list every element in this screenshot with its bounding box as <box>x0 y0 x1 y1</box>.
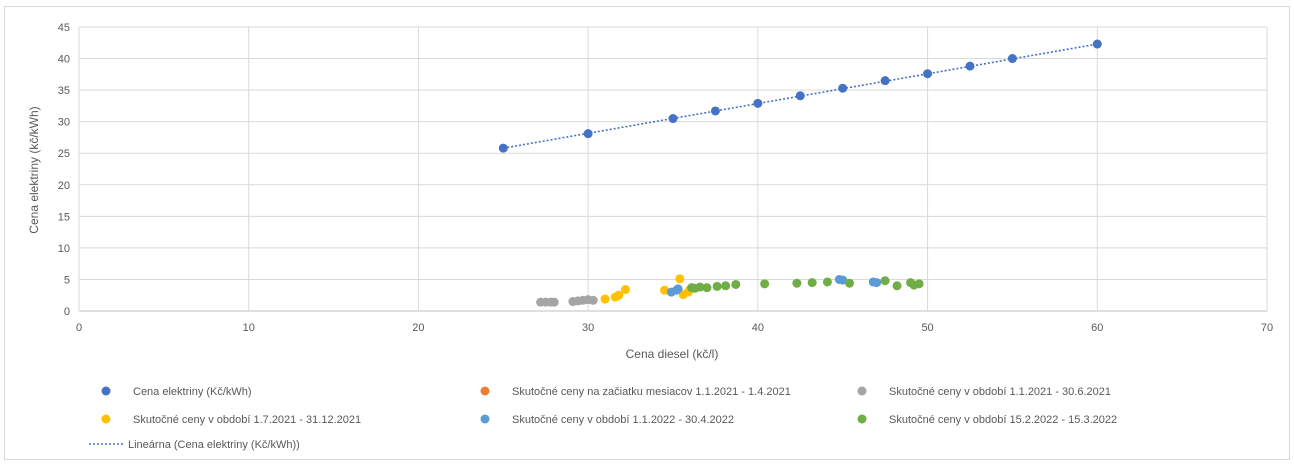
data-point-series-3 <box>614 290 624 300</box>
data-point-series-0 <box>923 69 933 79</box>
data-point-series-0 <box>880 76 890 86</box>
data-point-series-4 <box>838 275 848 285</box>
legend-item: Skutočné ceny v období 15.2.2022 - 15.3.… <box>857 414 1117 426</box>
data-point-series-0 <box>1007 54 1017 64</box>
data-point-series-5 <box>880 276 890 286</box>
data-point-series-5 <box>760 279 770 289</box>
y-tick-label: 35 <box>58 85 70 97</box>
x-tick-label: 50 <box>921 322 933 334</box>
data-point-series-0 <box>965 61 975 71</box>
y-axis-title: Cena elektriny (kč/kWh) <box>27 106 41 233</box>
data-point-series-3 <box>660 285 670 295</box>
data-point-series-0 <box>668 114 678 124</box>
legend-label: Skutočné ceny v období 15.2.2022 - 15.3.… <box>889 414 1117 426</box>
legend-item: Skutočné ceny v období 1.7.2021 - 31.12.… <box>101 414 361 426</box>
data-point-series-5 <box>721 281 731 291</box>
data-point-series-0 <box>753 98 763 108</box>
data-point-series-0 <box>1092 39 1102 49</box>
chart-frame: 0 5 10 15 20 25 30 35 40 45 0 10 20 30 40 50 60 70 Cena … <box>4 6 1290 460</box>
data-point-series-5 <box>695 282 705 292</box>
data-point-series-5 <box>845 278 855 288</box>
data-point-series-5 <box>822 277 832 287</box>
data-point-series-3 <box>620 285 630 295</box>
y-tick-label: 15 <box>58 211 70 223</box>
data-point-series-5 <box>731 279 741 289</box>
data-point-series-0 <box>795 91 805 101</box>
data-point-series-0 <box>498 143 508 153</box>
y-tick-label: 20 <box>58 180 70 192</box>
y-tick-label: 30 <box>58 117 70 129</box>
legend-item: Skutočné ceny v období 1.1.2022 - 30.4.2… <box>480 414 734 426</box>
legend-label: Skutočné ceny v období 1.1.2022 - 30.4.2… <box>512 414 734 426</box>
data-point-series-0 <box>710 106 720 116</box>
legend-marker-obdobie-feb-mar-2022 <box>857 414 867 424</box>
data-point-series-5 <box>712 281 722 291</box>
y-tick-label: 25 <box>58 148 70 160</box>
legend-marker-obdobie-2021-h1 <box>857 386 867 396</box>
legend-marker-obdobie-2021-h2 <box>101 414 111 424</box>
scatter-chart: 0 5 10 15 20 25 30 35 40 45 0 10 20 30 40 50 60 70 Cena … <box>27 22 1273 451</box>
legend-item: Skutočné ceny na začiatku mesiacov 1.1.2… <box>480 386 791 398</box>
legend-item: Lineárna (Cena elektriny (Kč/kWh)) <box>89 439 300 451</box>
x-tick-label: 60 <box>1091 322 1103 334</box>
y-tick-label: 10 <box>58 243 70 255</box>
legend-label: Skutočné ceny v období 1.1.2021 - 30.6.2… <box>889 386 1111 398</box>
data-point-series-4 <box>872 278 882 288</box>
legend-label: Lineárna (Cena elektriny (Kč/kWh)) <box>128 439 300 451</box>
y-tick-label: 0 <box>64 306 70 318</box>
y-tick-label: 5 <box>64 274 70 286</box>
data-point-series-4 <box>673 284 683 294</box>
data-point-series-2 <box>549 297 559 307</box>
data-point-series-5 <box>702 283 712 293</box>
x-axis-title: Cena diesel (kč/l) <box>626 347 719 361</box>
legend-label: Skutočné ceny na začiatku mesiacov 1.1.2… <box>512 386 791 398</box>
x-tick-labels: 0 10 20 30 40 50 60 70 <box>76 322 1273 334</box>
gridlines <box>78 26 1268 312</box>
legend-item: Cena elektriny (Kč/kWh) <box>101 386 252 398</box>
legend-label: Cena elektriny (Kč/kWh) <box>133 386 252 398</box>
data-point-series-0 <box>838 83 848 93</box>
y-tick-label: 45 <box>58 22 70 34</box>
x-tick-label: 10 <box>243 322 255 334</box>
legend-marker-zaciatok-mesiacov <box>480 386 490 396</box>
x-tick-label: 70 <box>1261 322 1273 334</box>
data-point-series-0 <box>583 129 593 139</box>
x-tick-label: 0 <box>76 322 82 334</box>
y-tick-labels: 0 5 10 15 20 25 30 35 40 45 <box>58 22 70 318</box>
legend: Cena elektriny (Kč/kWh) Skutočné ceny na… <box>89 386 1117 451</box>
data-point-series-5 <box>792 278 802 288</box>
data-points <box>498 39 1102 307</box>
x-tick-label: 40 <box>752 322 764 334</box>
data-point-series-5 <box>892 281 902 291</box>
x-tick-label: 30 <box>582 322 594 334</box>
data-point-series-3 <box>675 274 685 284</box>
x-tick-label: 20 <box>412 322 424 334</box>
legend-label: Skutočné ceny v období 1.7.2021 - 31.12.… <box>133 414 361 426</box>
data-point-series-5 <box>807 278 817 288</box>
data-point-series-3 <box>600 294 610 304</box>
legend-marker-cena-elektriny <box>101 386 111 396</box>
data-point-series-2 <box>588 295 598 305</box>
legend-marker-obdobie-2022 <box>480 414 490 424</box>
data-point-series-5 <box>914 279 924 289</box>
y-tick-label: 40 <box>58 54 70 66</box>
legend-item: Skutočné ceny v období 1.1.2021 - 30.6.2… <box>857 386 1111 398</box>
